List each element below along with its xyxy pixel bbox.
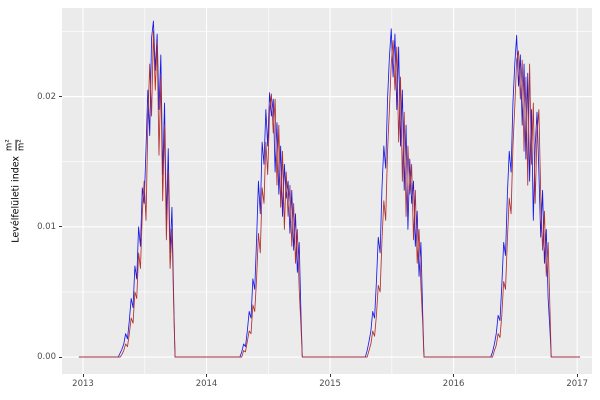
fraction-denominator: m² (16, 139, 27, 151)
y-tick-label: 0.02 (37, 91, 56, 102)
y-axis-label: Levélfelületi index m² m² (4, 139, 27, 243)
y-axis-unit-fraction: m² m² (4, 139, 27, 151)
x-tick-label: 2015 (319, 379, 341, 389)
fraction-numerator: m² (4, 139, 15, 151)
y-tick-label: 0.01 (37, 221, 56, 232)
panel-background (62, 8, 592, 374)
x-tick-label: 2013 (72, 379, 94, 389)
dark-red-line (78, 31, 581, 358)
x-tick-mark (82, 374, 84, 377)
x-tick-mark (453, 374, 455, 377)
y-tick-label: 0.00 (37, 352, 56, 363)
y-tick-mark (59, 226, 62, 228)
y-tick-mark (59, 356, 62, 358)
x-tick-mark (329, 374, 331, 377)
plot-area (62, 8, 592, 374)
x-tick-label: 2016 (442, 379, 465, 389)
y-axis-label-text: Levélfelületi index (10, 155, 22, 243)
x-tick-mark (576, 374, 578, 377)
y-tick-mark (59, 96, 62, 98)
x-tick-mark (206, 374, 208, 377)
x-tick-label: 2014 (195, 379, 218, 389)
x-tick-label: 2017 (566, 379, 588, 389)
